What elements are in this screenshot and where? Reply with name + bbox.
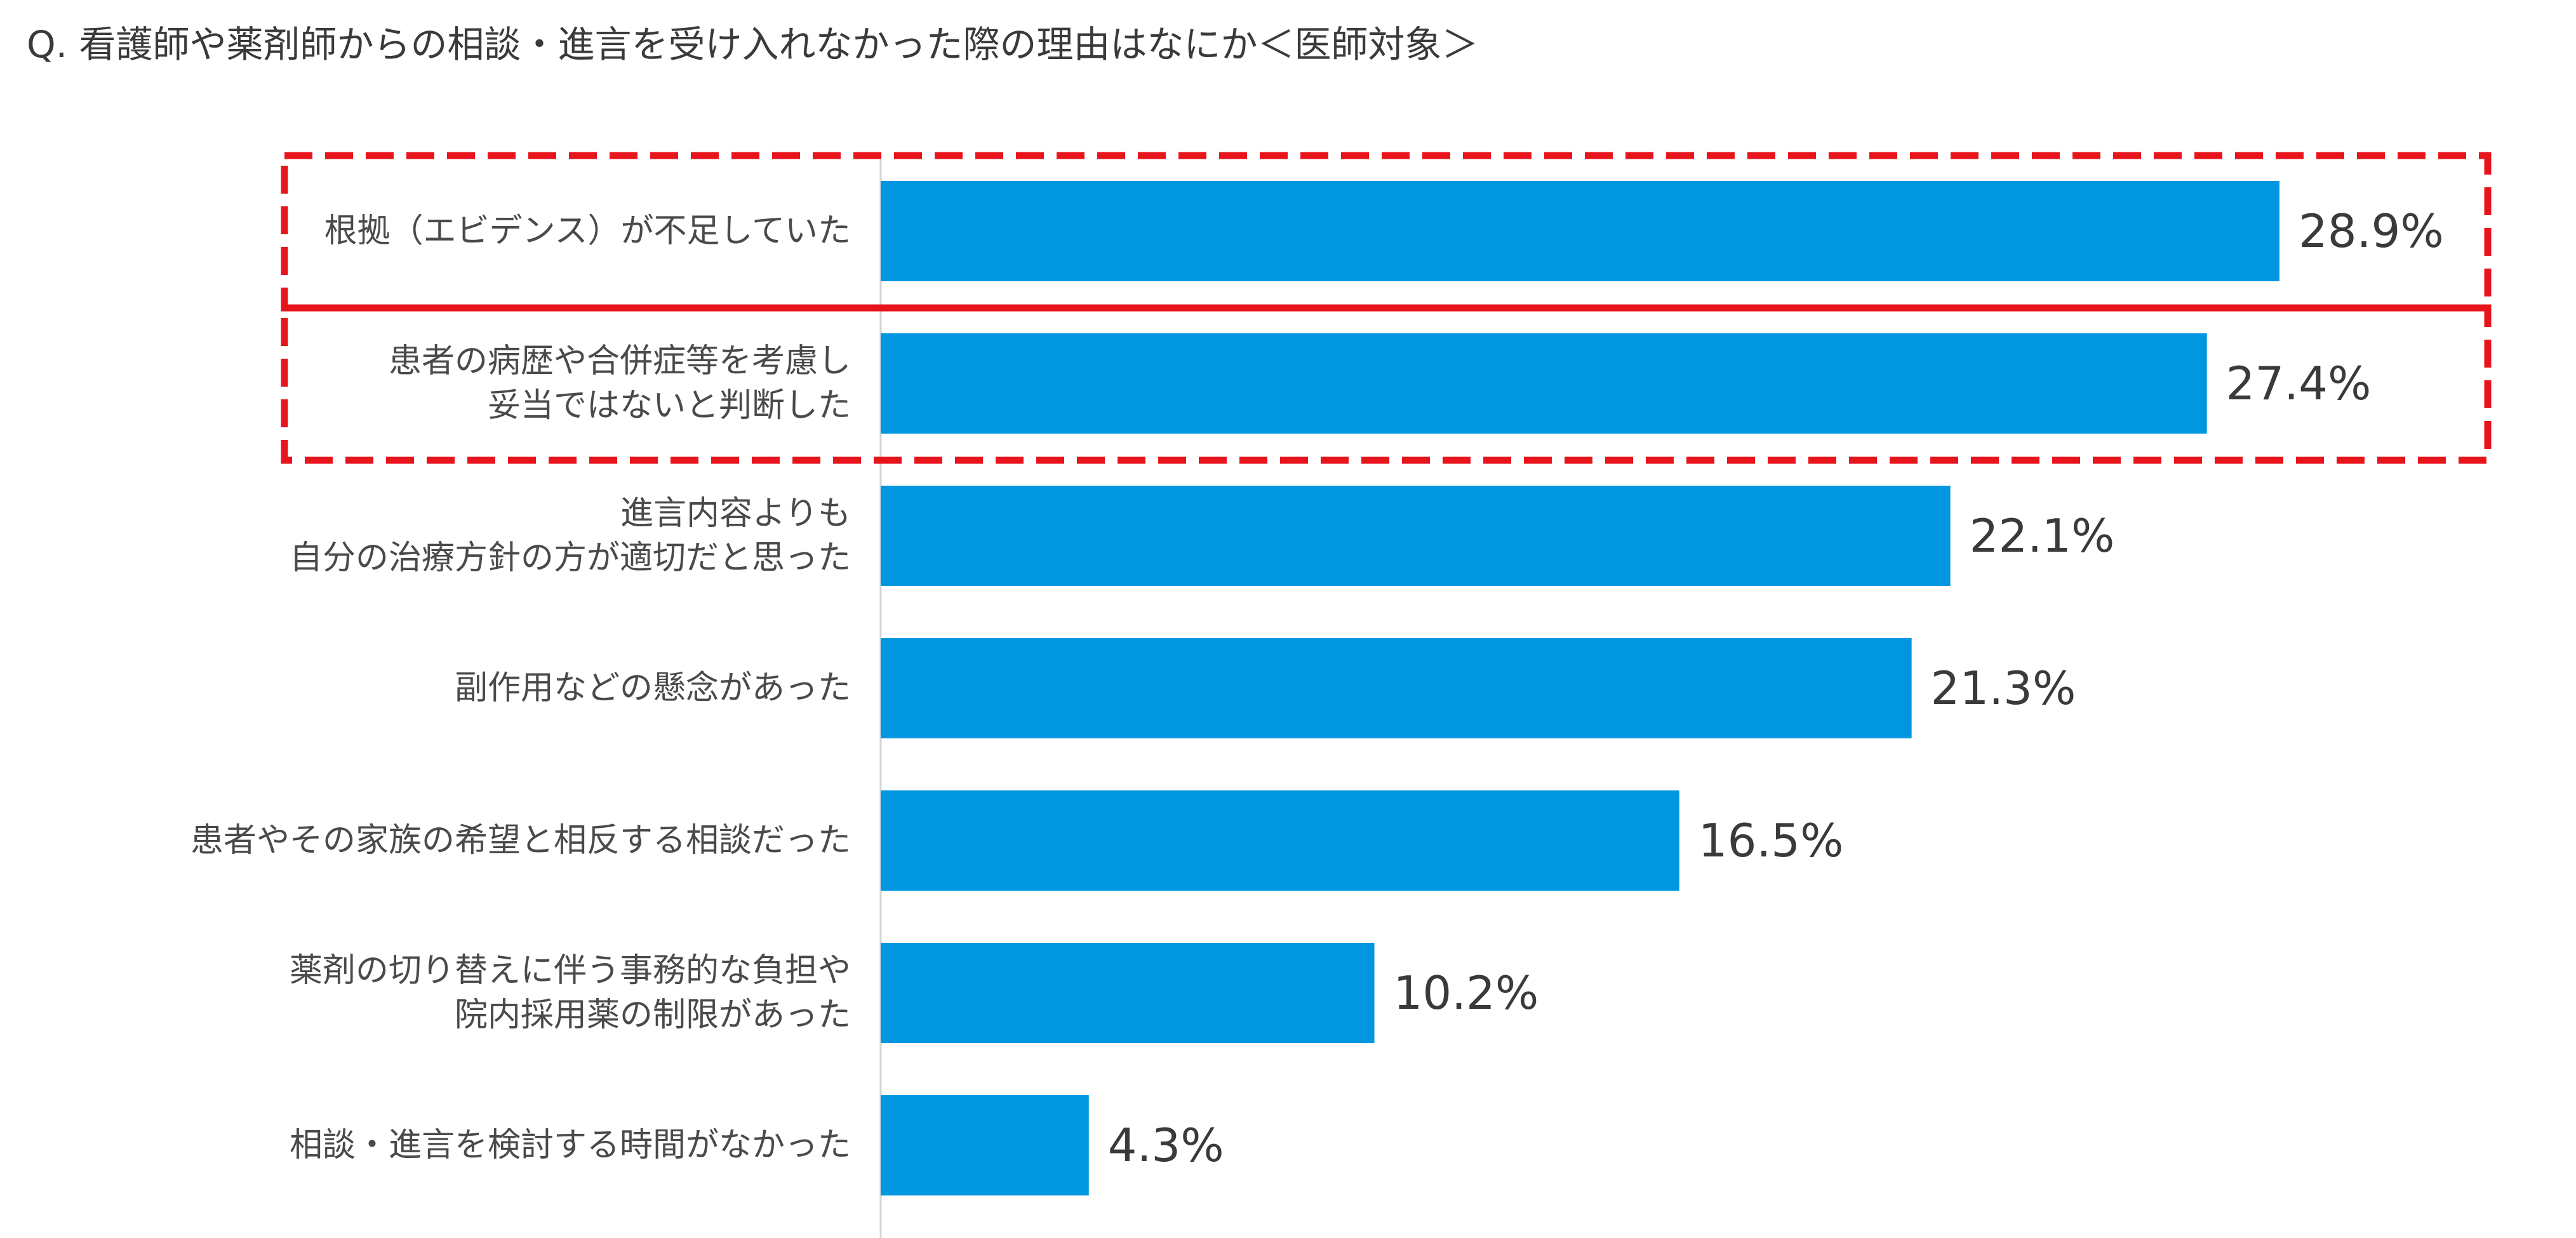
bar xyxy=(881,638,1912,738)
category-label: 副作用などの懸念があった xyxy=(455,669,851,707)
category-label: 患者やその家族の希望と相反する相談だった xyxy=(190,822,851,860)
chart-title: Q. 看護師や薬剤師からの相談・進言を受け入れなかった際の理由はなにか＜医師対象… xyxy=(27,23,1479,66)
category-label: 根拠（エビデンス）が不足していた xyxy=(324,212,851,250)
category-label-line: 進言内容よりも xyxy=(620,495,851,533)
category-label: 患者の病歴や合併症等を考慮し妥当ではないと判断した xyxy=(389,342,851,425)
value-label: 22.1% xyxy=(1970,509,2115,562)
category-label-line: 院内採用薬の制限があった xyxy=(455,996,851,1034)
bar xyxy=(881,181,2279,281)
bar xyxy=(881,790,1679,891)
category-label-line: 妥当ではないと判断した xyxy=(488,387,851,425)
category-label-line: 患者の病歴や合併症等を考慮し xyxy=(389,342,851,380)
category-label-line: 副作用などの懸念があった xyxy=(455,669,851,707)
bar xyxy=(881,1095,1089,1195)
value-label: 28.9% xyxy=(2299,204,2444,258)
bar xyxy=(881,486,1951,586)
category-label-line: 自分の治療方針の方が適切だと思った xyxy=(290,539,851,577)
value-label: 16.5% xyxy=(1698,814,1844,867)
bar xyxy=(881,943,1375,1043)
value-label: 21.3% xyxy=(1931,662,2076,715)
category-label-line: 患者やその家族の希望と相反する相談だった xyxy=(190,822,851,860)
category-label: 薬剤の切り替えに伴う事務的な負担や院内採用薬の制限があった xyxy=(290,952,851,1034)
value-label: 27.4% xyxy=(2226,357,2372,410)
category-label: 進言内容よりも自分の治療方針の方が適切だと思った xyxy=(290,495,851,577)
highlight-box xyxy=(281,304,2492,464)
category-label: 相談・進言を検討する時間がなかった xyxy=(290,1126,851,1164)
value-label: 10.2% xyxy=(1394,966,1539,1020)
category-label-line: 薬剤の切り替えに伴う事務的な負担や xyxy=(290,952,851,990)
value-label: 4.3% xyxy=(1108,1119,1224,1172)
category-label-line: 根拠（エビデンス）が不足していた xyxy=(324,212,851,250)
category-label-line: 相談・進言を検討する時間がなかった xyxy=(290,1126,851,1164)
bar xyxy=(881,333,2207,434)
